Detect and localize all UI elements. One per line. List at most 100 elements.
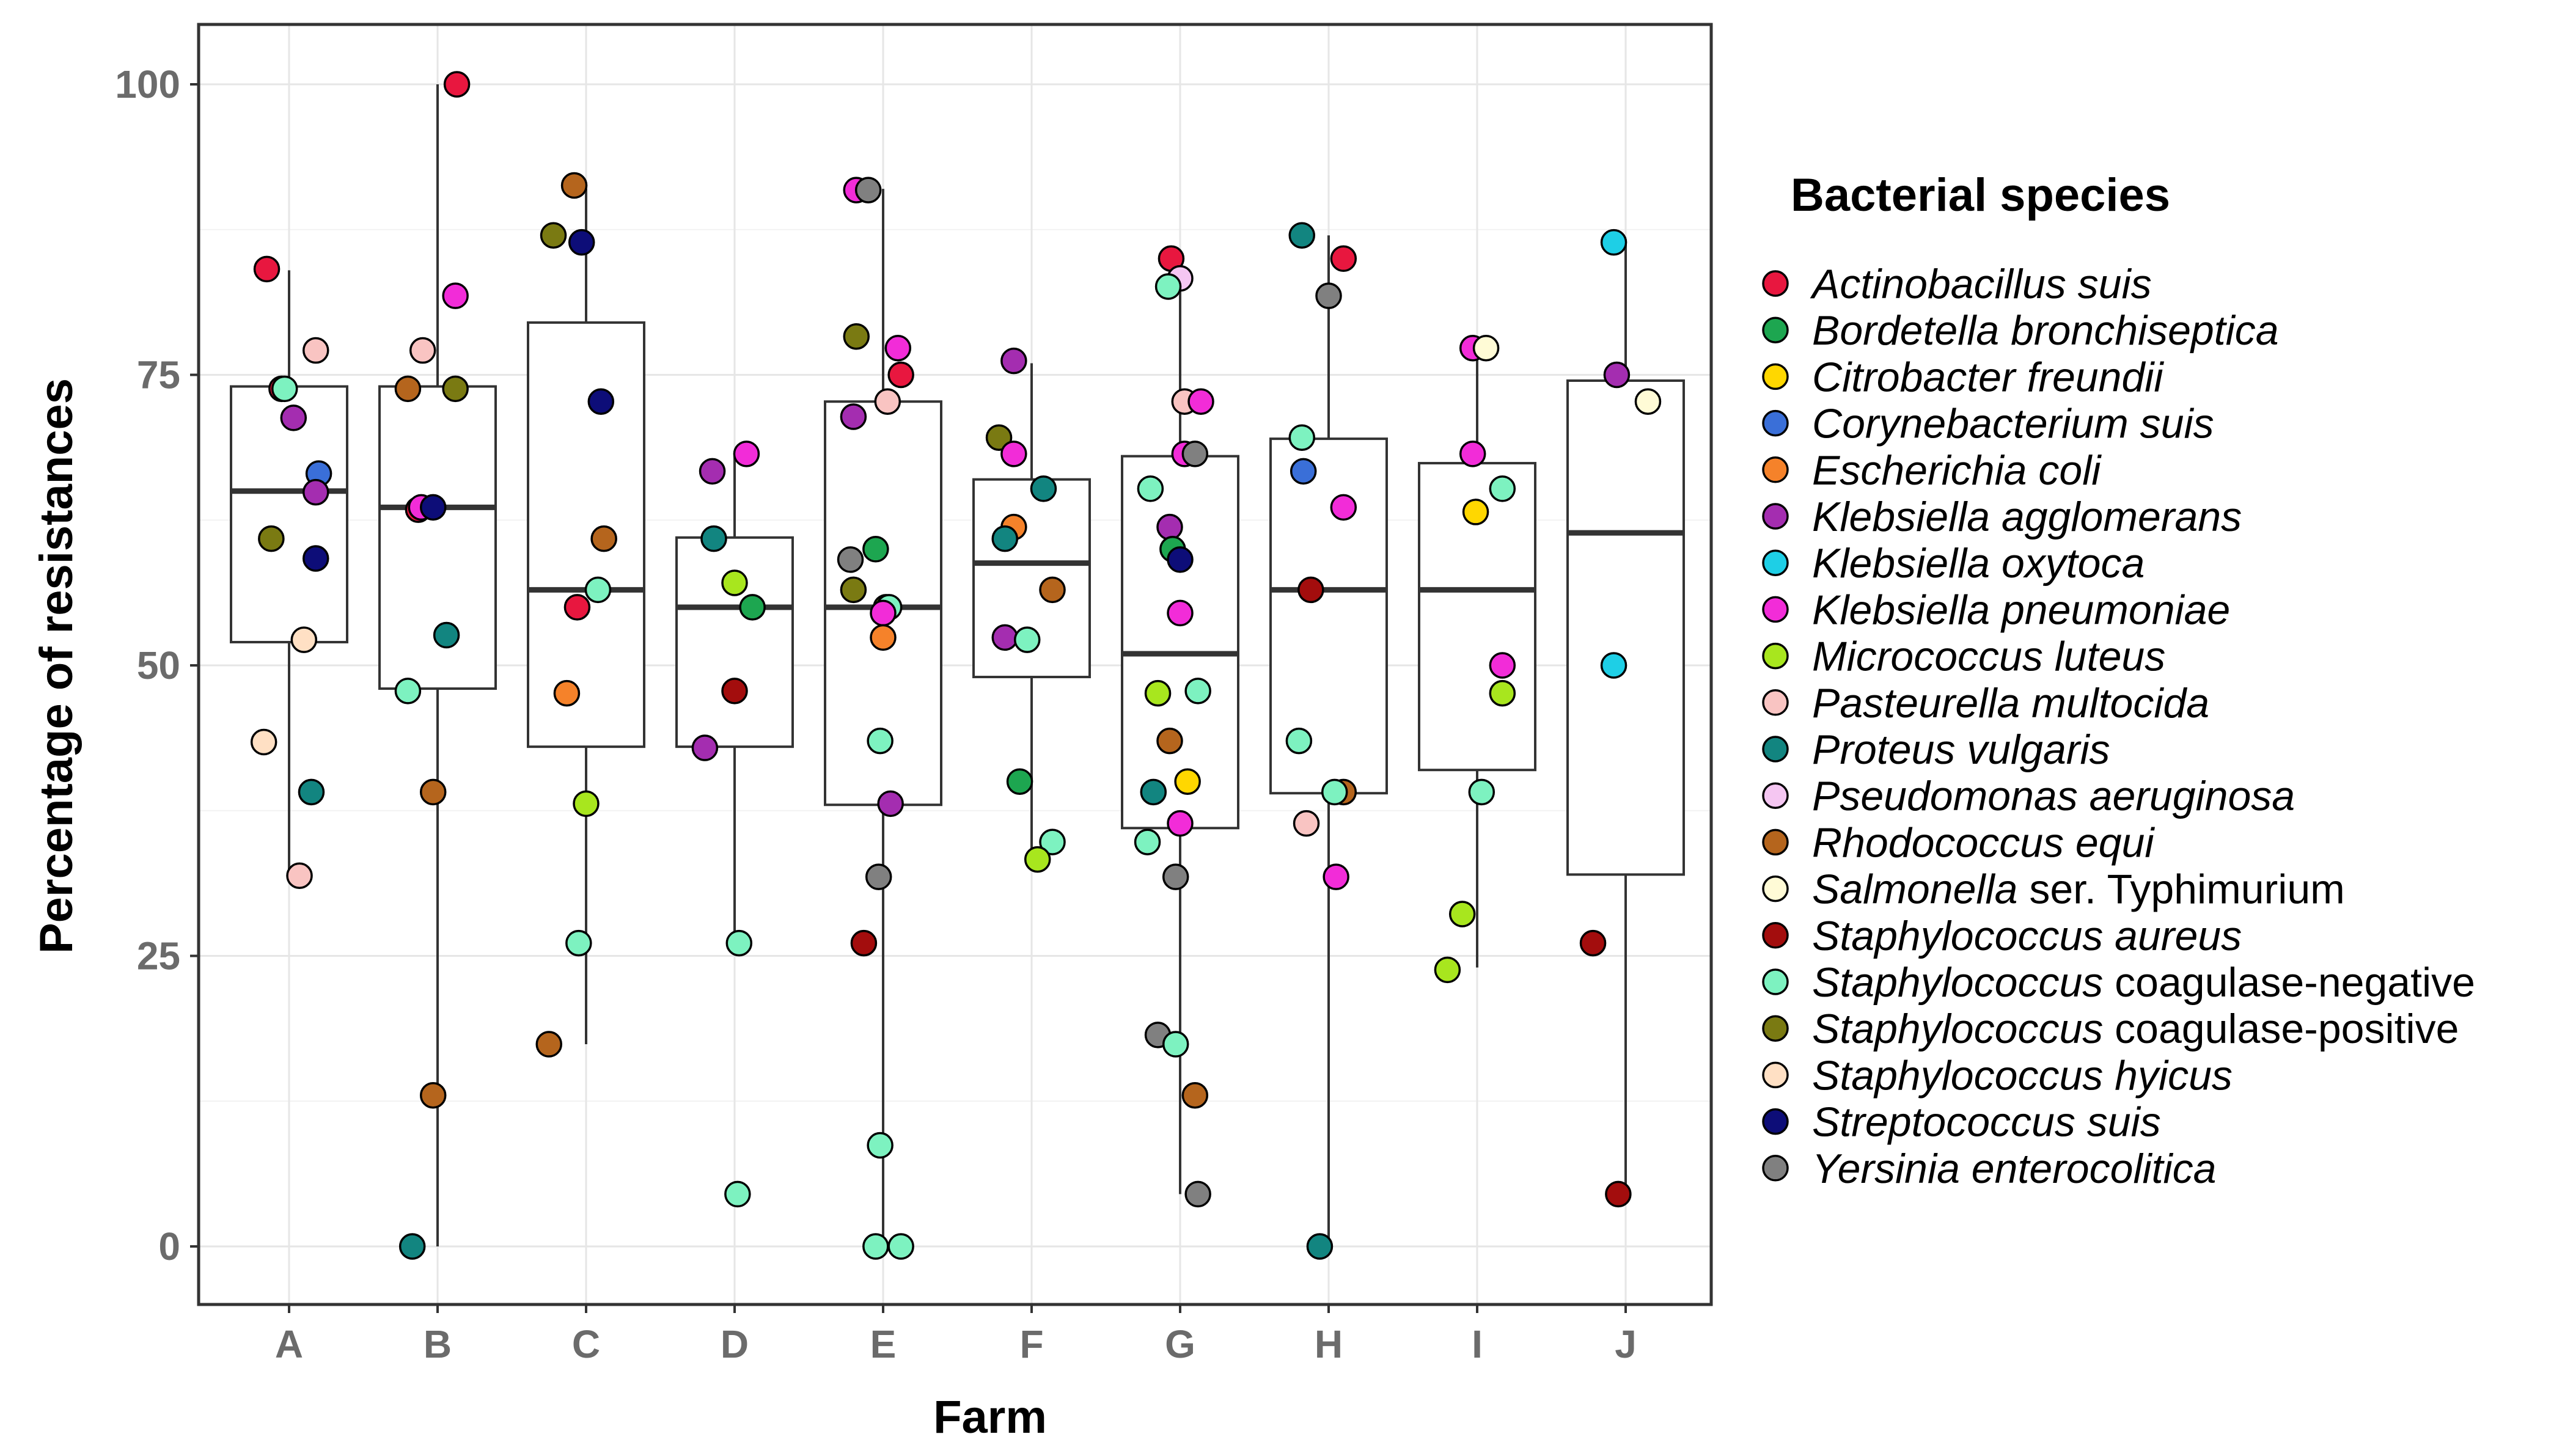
boxplot-C <box>527 189 645 1045</box>
data-point <box>854 177 882 203</box>
boxplots <box>230 84 1685 1246</box>
data-point <box>1293 810 1320 837</box>
legend-label: Klebsiella pneumoniae <box>1812 587 2230 633</box>
data-point <box>298 778 325 806</box>
legend-entry: Proteus vulgaris <box>1762 726 2110 773</box>
data-point <box>419 1081 447 1109</box>
y-tick-label: 0 <box>158 1224 180 1268</box>
data-point <box>568 229 595 256</box>
data-point <box>699 458 726 485</box>
data-point <box>409 337 436 364</box>
data-point <box>1000 347 1027 375</box>
data-point <box>1167 546 1194 573</box>
legend-entry: Salmonella ser. Typhimurium <box>1762 866 2345 913</box>
data-point <box>302 478 329 506</box>
data-point <box>721 569 748 596</box>
boxplot-E <box>824 189 942 1246</box>
legend-entry: Staphylococcus coagulase-negative <box>1762 959 2475 1006</box>
data-point <box>280 404 307 431</box>
data-point <box>1489 652 1516 679</box>
data-point <box>1039 576 1066 604</box>
legend-entry: Citrobacter freundii <box>1762 354 2164 400</box>
data-point <box>1462 499 1489 525</box>
data-point <box>1330 494 1357 521</box>
x-tick-label: C <box>572 1322 600 1366</box>
legend-label: Salmonella ser. Typhimurium <box>1812 866 2345 913</box>
legend-key <box>1762 689 1789 716</box>
legend-label: Streptococcus suis <box>1812 1099 2161 1146</box>
box-iqr <box>527 321 645 748</box>
legend-label: Escherichia coli <box>1812 447 2102 494</box>
data-point <box>725 929 753 957</box>
data-point <box>1134 829 1161 855</box>
y-axis-ticks: 0 25 50 75 100 <box>115 62 199 1268</box>
data-point <box>1174 768 1201 795</box>
box-iqr <box>230 385 348 643</box>
data-point <box>253 255 281 283</box>
data-point <box>1290 458 1317 485</box>
legend-key <box>1762 1015 1789 1042</box>
data-point <box>840 576 867 604</box>
legend-key <box>1762 409 1789 437</box>
data-point <box>302 545 329 572</box>
data-point <box>1154 273 1182 300</box>
legend-key <box>1762 596 1789 623</box>
data-point <box>1330 245 1357 273</box>
data-point <box>1167 599 1194 627</box>
x-axis-title: Farm <box>933 1391 1047 1443</box>
data-point <box>584 576 612 604</box>
data-point <box>887 1233 914 1260</box>
x-tick-label: F <box>1019 1322 1043 1366</box>
data-point <box>865 863 892 890</box>
legend-label: Staphylococcus aureus <box>1812 913 2242 959</box>
data-point <box>1156 513 1183 541</box>
legend-entry: Staphylococcus hyicus <box>1762 1052 2233 1099</box>
data-point <box>442 375 469 403</box>
legend-key <box>1762 316 1789 343</box>
boxplot-J <box>1566 242 1685 1194</box>
data-point <box>700 525 727 552</box>
legend-entry: Rhodococcus equi <box>1762 819 2155 866</box>
data-point <box>258 525 285 552</box>
data-point <box>443 71 471 98</box>
data-point <box>1603 361 1631 389</box>
data-point <box>1140 778 1167 806</box>
legend-entry: Yersinia enterocolitica <box>1762 1146 2216 1192</box>
data-point <box>1162 863 1189 890</box>
y-axis-title: Percentage of resistances <box>31 378 83 954</box>
legend-label: Pseudomonas aeruginosa <box>1812 773 2295 819</box>
y-tick-label: 100 <box>115 62 180 106</box>
data-point <box>1285 727 1313 755</box>
data-point <box>433 621 460 649</box>
x-tick-label: I <box>1472 1322 1483 1366</box>
data-point <box>691 734 719 761</box>
data-point <box>1030 475 1057 502</box>
data-point <box>1434 956 1461 984</box>
legend-key <box>1762 736 1789 763</box>
data-point <box>1600 229 1627 256</box>
data-point <box>1187 388 1214 415</box>
x-tick-label: E <box>870 1322 897 1366</box>
x-tick-label: A <box>275 1322 303 1366</box>
data-point <box>573 790 600 818</box>
data-point <box>1489 475 1516 502</box>
data-point <box>1181 441 1209 467</box>
data-point <box>1184 1180 1211 1208</box>
x-tick-label: H <box>1315 1322 1343 1366</box>
legend-key <box>1762 829 1789 856</box>
legend-label: Corynebacterium suis <box>1812 401 2214 447</box>
x-tick-label: J <box>1615 1322 1637 1366</box>
data-point <box>535 1031 562 1058</box>
box-iqr <box>675 536 794 748</box>
data-point <box>850 929 878 957</box>
x-tick-label: D <box>721 1322 749 1366</box>
legend-key <box>1762 968 1789 995</box>
data-point <box>1306 1233 1334 1260</box>
data-point <box>1181 1081 1209 1109</box>
legend-key <box>1762 363 1789 390</box>
data-point <box>398 1233 426 1260</box>
data-point <box>874 388 901 415</box>
legend-label: Staphylococcus coagulase-negative <box>1812 959 2475 1006</box>
data-point <box>840 403 867 430</box>
